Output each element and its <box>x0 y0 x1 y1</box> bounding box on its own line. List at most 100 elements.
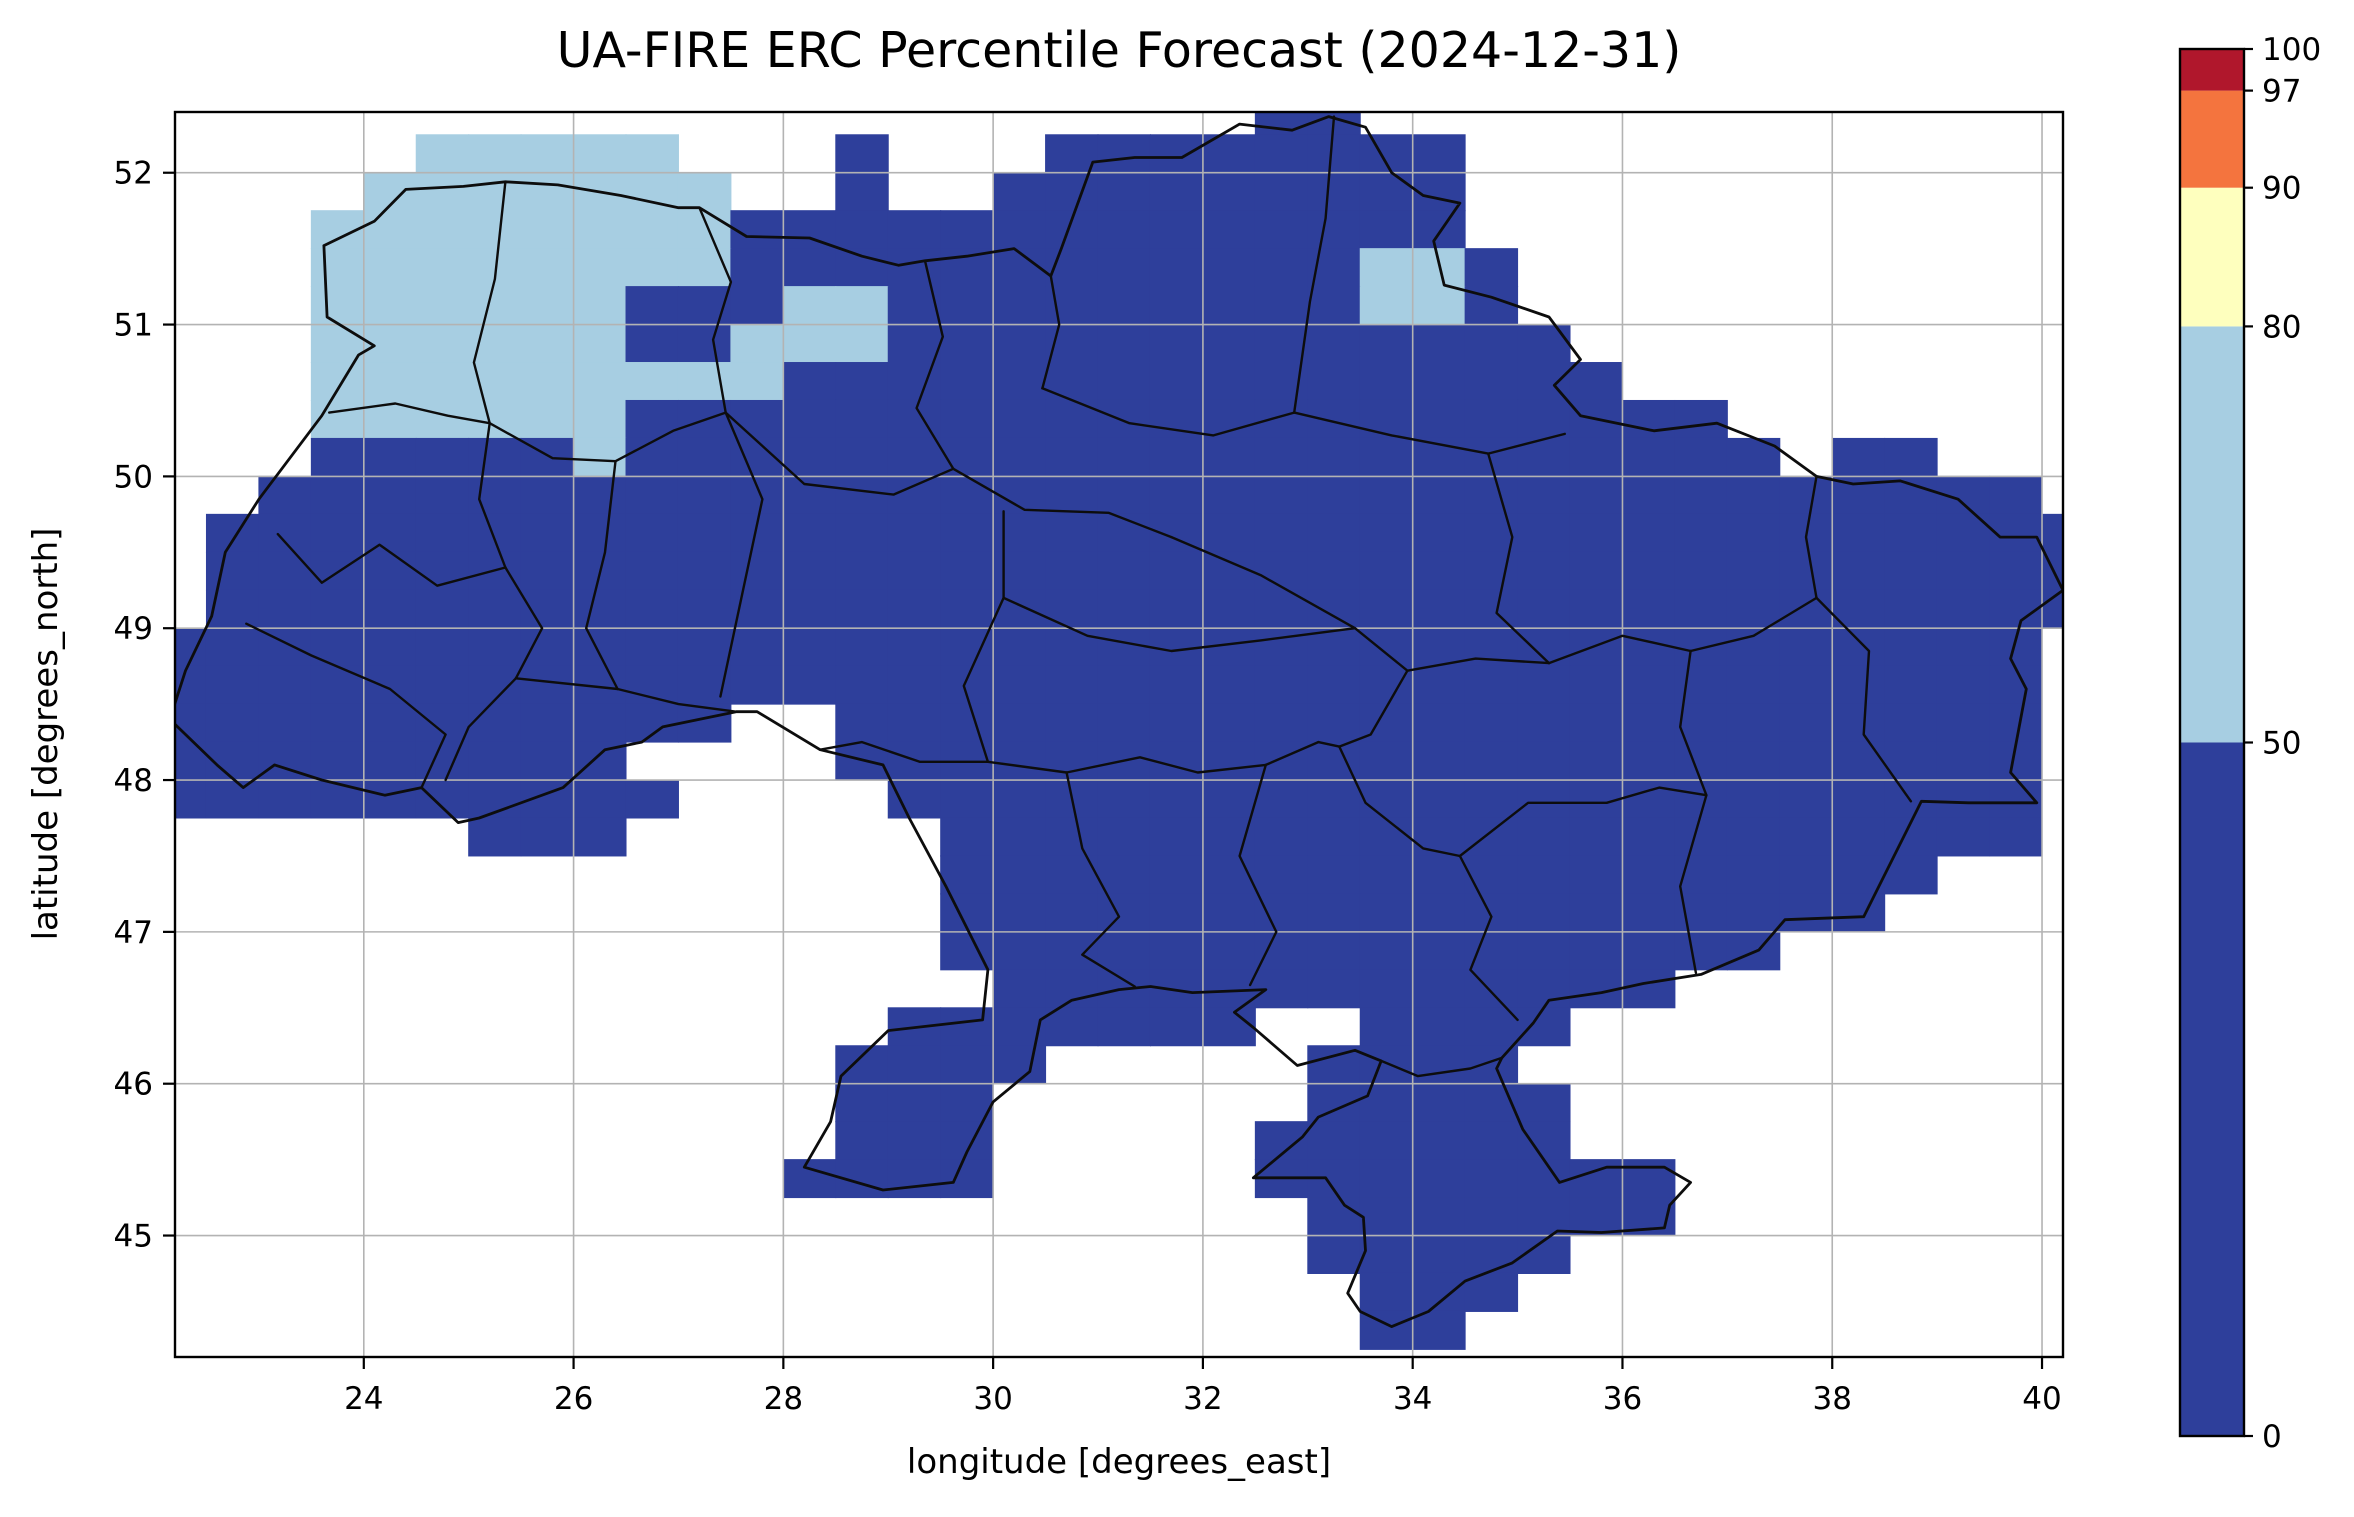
map-cell <box>1779 779 1833 819</box>
map-cell <box>1149 589 1204 629</box>
map-cell <box>1674 513 1728 553</box>
map-cell <box>1359 324 1414 364</box>
oblast-boundary-line <box>1170 535 1409 672</box>
map-cell <box>1202 513 1256 553</box>
map-cell <box>1202 437 1256 477</box>
map-cell <box>520 589 575 629</box>
map-cell <box>415 665 470 705</box>
map-cell <box>1097 589 1151 629</box>
map-cell <box>363 551 417 591</box>
map-cell <box>1569 513 1623 553</box>
map-cell <box>415 399 470 439</box>
map-cell <box>730 627 784 667</box>
map-cell <box>835 589 889 629</box>
map-cell <box>1989 551 2043 591</box>
map-cell <box>258 475 312 515</box>
map-cell <box>887 1159 942 1199</box>
map-cell <box>1254 437 1309 477</box>
oblast-boundary-line <box>724 411 955 496</box>
map-cell <box>1149 437 1204 477</box>
map-cell <box>1674 741 1728 781</box>
map-cell <box>1621 703 1676 743</box>
map-cell <box>1831 817 1886 857</box>
map-cell <box>1412 969 1466 1009</box>
map-cell <box>1412 362 1466 401</box>
map-cells <box>175 112 2063 1350</box>
map-cell <box>573 817 627 857</box>
map-cell <box>468 134 522 174</box>
map-cell <box>468 665 522 705</box>
map-cell <box>1307 817 1361 857</box>
map-cell <box>1517 399 1571 439</box>
map-cell <box>887 324 942 364</box>
chart-title: UA-FIRE ERC Percentile Forecast (2024-12… <box>556 22 1682 79</box>
map-cell <box>1726 589 1781 629</box>
map-cell <box>1359 1310 1414 1350</box>
map-cell <box>468 286 522 326</box>
map-cell <box>1202 210 1256 250</box>
map-cell <box>1307 286 1361 326</box>
map-cell <box>1149 134 1204 174</box>
map-cell <box>1097 210 1151 250</box>
map-cell <box>363 210 417 250</box>
map-cell <box>1884 513 1938 553</box>
map-cell <box>835 703 889 743</box>
map-cell <box>363 362 417 401</box>
map-cell <box>1149 1007 1204 1047</box>
map-cell <box>992 741 1047 781</box>
map-cell <box>887 589 942 629</box>
map-cell <box>1254 931 1309 971</box>
map-cell <box>1254 855 1309 895</box>
map-cell <box>677 248 732 288</box>
map-cell <box>992 399 1047 439</box>
map-cell <box>175 703 207 743</box>
map-cell <box>1831 665 1886 705</box>
oblast-boundary-line <box>818 740 990 763</box>
map-cell <box>310 589 365 629</box>
map-cell <box>258 703 312 743</box>
map-cell <box>1621 665 1676 705</box>
map-cell <box>1831 627 1886 667</box>
oblast-boundary-line <box>1678 649 1708 975</box>
map-cell <box>835 172 889 212</box>
map-cell <box>887 475 942 515</box>
map-cell <box>310 741 365 781</box>
map-cell <box>573 513 627 553</box>
map-cell <box>1464 779 1519 819</box>
map-cell <box>940 475 994 515</box>
map-cell <box>625 362 679 401</box>
oblast-boundary-line <box>328 402 491 425</box>
map-cell <box>1674 817 1728 857</box>
map-cell <box>887 437 942 477</box>
map-cell <box>1569 437 1623 477</box>
map-cell <box>1464 475 1519 515</box>
map-cell <box>625 627 679 667</box>
x-tick-label: 38 <box>1813 1381 1852 1417</box>
map-cell <box>1254 286 1309 326</box>
map-cell <box>1936 779 1991 819</box>
map-cell <box>1307 324 1361 364</box>
map-cell <box>730 475 784 515</box>
map-cell <box>992 324 1047 364</box>
map-cell <box>1726 741 1781 781</box>
map-cell <box>1726 779 1781 819</box>
map-cell <box>1831 513 1886 553</box>
map-cell <box>1779 893 1833 933</box>
map-cell <box>1831 779 1886 819</box>
map-cell <box>940 817 994 857</box>
map-cell <box>1045 893 1099 933</box>
map-cell <box>940 1159 994 1199</box>
map-cell <box>835 665 889 705</box>
map-cell <box>363 589 417 629</box>
map-cell <box>1464 1007 1519 1047</box>
colorbar-segment <box>2180 326 2244 743</box>
map-cell <box>1412 134 1466 174</box>
oblast-boundary-line <box>1065 771 1136 988</box>
map-cell <box>992 589 1047 629</box>
map-cell <box>940 362 994 401</box>
map-cell <box>1726 703 1781 743</box>
x-tick-label: 40 <box>2022 1381 2061 1417</box>
map-cell <box>835 627 889 667</box>
y-tick-label: 46 <box>114 1067 153 1103</box>
map-cell <box>782 665 837 705</box>
